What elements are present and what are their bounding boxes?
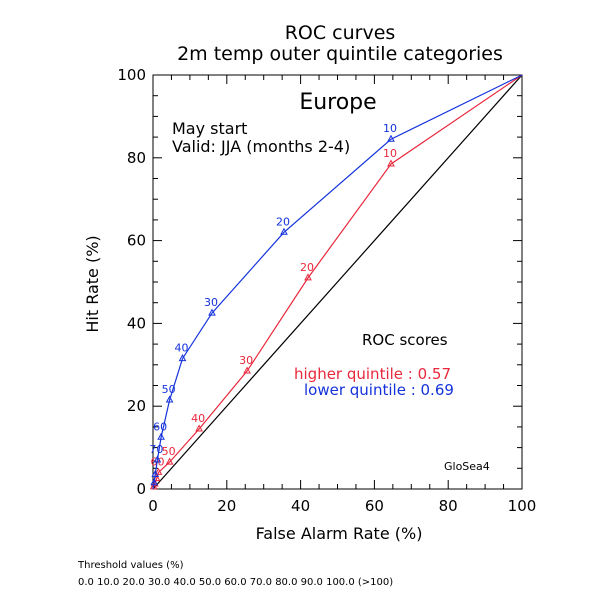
data-point-marker bbox=[387, 134, 395, 142]
x-tick-label: 60 bbox=[365, 497, 384, 515]
score-lower-quintile: lower quintile : 0.69 bbox=[304, 381, 454, 399]
y-tick-label: 80 bbox=[127, 149, 146, 167]
info-line-valid: Valid: JJA (months 2-4) bbox=[172, 137, 350, 156]
y-tick-label: 40 bbox=[127, 314, 146, 332]
threshold-point-label: 40 bbox=[191, 412, 205, 425]
y-tick-label: 60 bbox=[127, 232, 146, 250]
chart-title: ROC curves bbox=[285, 22, 396, 44]
y-axis-label: Hit Rate (%) bbox=[83, 235, 102, 332]
x-tick-label: 20 bbox=[217, 497, 236, 515]
data-point-marker bbox=[243, 366, 251, 374]
data-point-marker bbox=[208, 308, 216, 316]
threshold-point-label: 10 bbox=[383, 147, 397, 160]
data-point-marker bbox=[165, 457, 174, 465]
threshold-point-label: 70 bbox=[149, 443, 163, 456]
x-axis-label: False Alarm Rate (%) bbox=[256, 524, 423, 543]
threshold-point-label: 30 bbox=[204, 296, 218, 309]
series-lower-quintile: 70 60 50 40 30 20 10 bbox=[149, 74, 523, 490]
y-tick-label: 100 bbox=[117, 66, 146, 84]
threshold-title: Threshold values (%) bbox=[78, 560, 184, 571]
y-tick-label: 20 bbox=[127, 397, 146, 415]
roc-scores-title: ROC scores bbox=[362, 331, 448, 349]
x-tick-label: 80 bbox=[439, 497, 458, 515]
score-higher-quintile: higher quintile : 0.57 bbox=[294, 365, 451, 383]
data-point-marker bbox=[153, 455, 162, 463]
region-label: Europe bbox=[299, 90, 376, 115]
threshold-point-label: 30 bbox=[239, 354, 253, 367]
x-tick-label: 100 bbox=[508, 497, 537, 515]
threshold-point-label: 40 bbox=[175, 342, 189, 355]
data-point-marker bbox=[154, 467, 163, 475]
threshold-values: 0.0 10.0 20.0 30.0 40.0 50.0 60.0 70.0 8… bbox=[78, 577, 394, 588]
plot-axes: 0 20 40 60 80 100 0 20 40 60 80 100 bbox=[117, 66, 536, 515]
threshold-point-label: 20 bbox=[276, 215, 290, 228]
y-tick-label: 0 bbox=[136, 480, 146, 498]
data-point-marker bbox=[157, 432, 165, 440]
diagonal-reference bbox=[152, 74, 523, 490]
chart-subtitle: 2m temp outer quintile categories bbox=[177, 43, 503, 65]
threshold-point-label: 60 bbox=[153, 420, 167, 433]
no-skill-diagonal-line bbox=[152, 74, 523, 490]
threshold-point-label: 50 bbox=[162, 383, 176, 396]
threshold-point-label: 50 bbox=[162, 445, 176, 458]
data-point-marker bbox=[178, 354, 187, 362]
data-point-marker bbox=[165, 395, 174, 403]
data-point-marker bbox=[280, 227, 288, 235]
series-line bbox=[152, 74, 523, 490]
x-tick-label: 40 bbox=[291, 497, 310, 515]
model-label: GloSea4 bbox=[444, 460, 490, 473]
threshold-point-label: 20 bbox=[300, 261, 314, 274]
info-line-start: May start bbox=[172, 119, 247, 138]
threshold-point-label: 10 bbox=[383, 122, 397, 135]
x-tick-label: 0 bbox=[148, 497, 158, 515]
data-point-marker bbox=[150, 478, 158, 486]
data-point-marker bbox=[387, 159, 395, 167]
data-point-marker bbox=[304, 273, 312, 281]
data-point-marker bbox=[151, 469, 160, 477]
data-point-marker bbox=[195, 424, 203, 432]
